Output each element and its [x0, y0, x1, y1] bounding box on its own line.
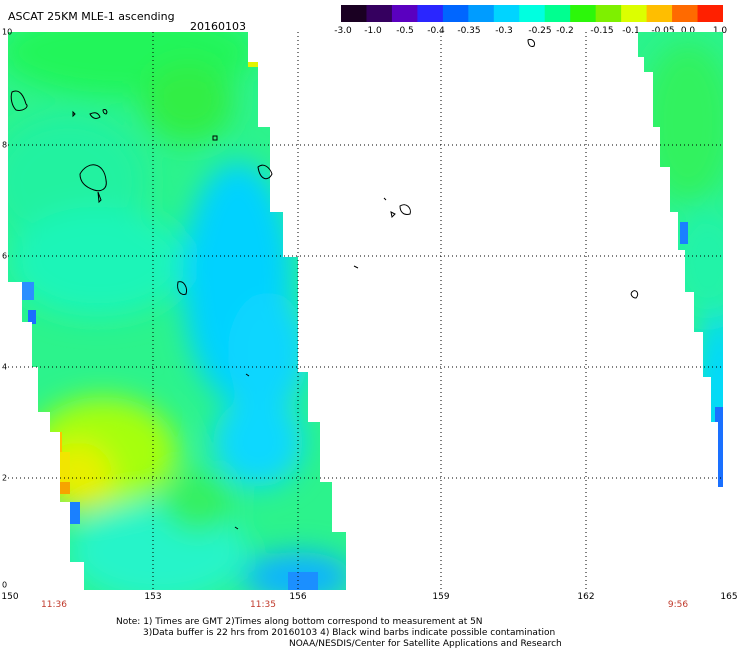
colorbar-segment [621, 5, 648, 22]
colorbar-segment [468, 5, 495, 22]
colorbar-segment [417, 5, 444, 22]
coastlines [10, 39, 639, 530]
colorbar-label: -0.1 [622, 26, 640, 36]
colorbar-label: -3.0 [334, 26, 352, 36]
colorbar-segment [366, 5, 393, 22]
note-line-1: Note: 1) Times are GMT 2)Times along bot… [116, 617, 483, 627]
colorbar-segment [570, 5, 597, 22]
colorbar-label: -0.35 [457, 26, 481, 36]
colorbar-segment [672, 5, 699, 22]
colorbar [341, 5, 723, 22]
colorbar-label: -1.0 [364, 26, 382, 36]
colorbar-label: 1.0 [712, 26, 728, 36]
colorbar-label: -0.5 [396, 26, 414, 36]
graticule [8, 32, 723, 590]
x-tick-label: 156 [289, 592, 307, 602]
swath-time-label: 11:36 [41, 600, 67, 610]
colorbar-label: -0.05 [651, 26, 675, 36]
y-tick-label: 0 [2, 580, 8, 590]
swath-time-label: 11:35 [250, 600, 276, 610]
swath-time-label: 9:56 [667, 600, 689, 610]
colorbar-segment [595, 5, 622, 22]
colorbar-segment [341, 5, 367, 22]
y-tick-label: 6 [2, 251, 8, 261]
right-swath [638, 32, 723, 487]
x-tick-label: 159 [432, 592, 450, 602]
colorbar-segment [391, 5, 418, 22]
note-line-2: 3)Data buffer is 22 hrs from 20160103 4)… [143, 628, 556, 638]
map-date: 20160103 [190, 20, 246, 33]
colorbar-segment [442, 5, 469, 22]
colorbar-segment [519, 5, 546, 22]
map-plot [8, 32, 723, 590]
y-tick-label: 8 [2, 140, 8, 150]
colorbar-segment [697, 5, 723, 22]
y-tick-label: 2 [2, 473, 8, 483]
colorbar-label: -0.3 [495, 26, 513, 36]
colorbar-segment [544, 5, 571, 22]
x-tick-label: 165 [720, 592, 738, 602]
colorbar-label: -0.4 [427, 26, 445, 36]
x-tick-label: 162 [577, 592, 595, 602]
colorbar-label: -0.2 [556, 26, 574, 36]
colorbar-label: -0.15 [590, 26, 614, 36]
x-tick-label: 150 [1, 592, 19, 602]
colorbar-label: -0.25 [528, 26, 552, 36]
y-tick-label: 4 [2, 362, 8, 372]
note-line-3: NOAA/NESDIS/Center for Satellite Applica… [289, 639, 562, 649]
y-tick-label: 10 [2, 27, 13, 37]
left-swath [8, 32, 346, 590]
colorbar-label: 0.0 [680, 26, 696, 36]
x-tick-label: 153 [144, 592, 162, 602]
colorbar-segment [646, 5, 673, 22]
map-title: ASCAT 25KM MLE-1 ascending [8, 10, 175, 23]
colorbar-segment [493, 5, 520, 22]
